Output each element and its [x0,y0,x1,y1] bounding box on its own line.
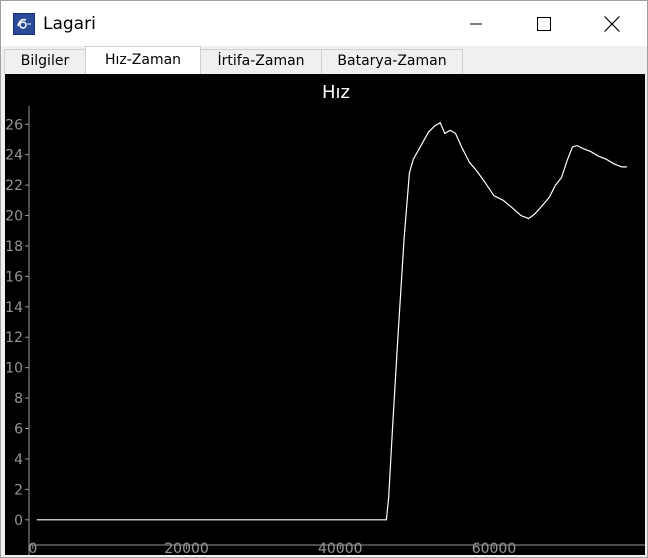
tab-bilgiler[interactable]: Bilgiler [4,49,86,74]
y-tick-label: 6 [14,422,23,438]
y-tick-label: 8 [14,391,23,407]
y-tick-label: 4 [14,452,23,468]
y-tick-label: 22 [5,178,23,194]
app-logo-icon [13,13,35,35]
maximize-icon [537,16,551,31]
tab-irtifa-zaman[interactable]: İrtifa-Zaman [200,49,322,74]
window-title: Lagari [43,14,96,34]
close-button[interactable] [589,1,635,46]
y-tick-label: 16 [5,269,23,285]
y-tick-label: 0 [14,513,23,529]
y-tick-label: 2 [14,482,23,498]
minimize-icon [470,23,482,24]
chart-panel[interactable]: Hız 0 2 4 6 8 10 12 14 16 18 20 22 24 26 0 20000 40000 600… [5,74,645,555]
maximize-button[interactable] [521,1,567,46]
x-tick-label: 0 [28,541,37,555]
y-tick-label: 10 [5,361,23,377]
x-tick-label: 20000 [164,541,209,555]
tab-hiz-zaman[interactable]: Hız-Zaman [85,46,201,74]
x-tick-label: 40000 [318,541,363,555]
close-icon [604,15,620,32]
minimize-button[interactable] [453,1,499,46]
y-tick-label: 18 [5,239,23,255]
y-tick-label: 26 [5,117,23,133]
y-tick-label: 12 [5,330,23,346]
y-tick-label: 20 [5,209,23,225]
y-tick-label: 24 [5,148,23,164]
tab-bar: Bilgiler Hız-Zaman İrtifa-Zaman Batarya-… [1,46,647,74]
x-tick-label: 60000 [472,541,517,555]
chart-title: Hız [322,82,350,103]
y-tick-label: 14 [5,300,23,316]
series-line-speed [36,121,627,521]
title-bar[interactable]: Lagari [1,1,647,46]
tab-batarya-zaman[interactable]: Batarya-Zaman [321,49,463,74]
